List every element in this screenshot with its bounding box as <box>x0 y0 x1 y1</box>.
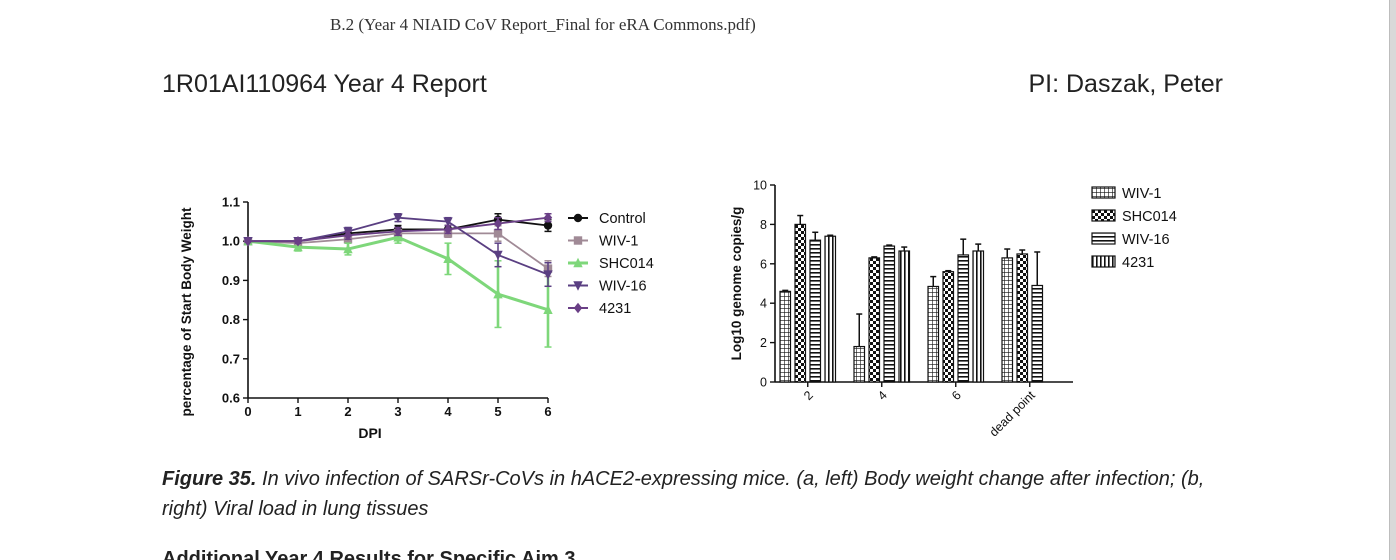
bar <box>972 250 985 383</box>
data-point <box>493 288 503 299</box>
y-tick-label: 1.0 <box>222 234 240 249</box>
y-tick-label: 0 <box>760 376 767 390</box>
x-tick-label: 2 <box>344 404 351 419</box>
bar <box>898 250 911 383</box>
x-tick-label: 6 <box>544 404 551 419</box>
scan-page-edge <box>1389 0 1396 560</box>
bar <box>1031 284 1044 383</box>
legend-label: SHC014 <box>1122 209 1177 225</box>
data-point <box>343 230 353 241</box>
x-tick-label: 4 <box>444 404 452 419</box>
bar <box>957 254 970 383</box>
legend-marker <box>573 257 583 268</box>
x-axis-title: DPI <box>358 425 381 441</box>
principal-investigator: PI: Daszak, Peter <box>1028 70 1223 98</box>
y-tick-label: 0.6 <box>222 391 240 406</box>
x-tick-label: 5 <box>494 404 501 419</box>
legend-marker <box>573 236 583 245</box>
bar <box>868 257 881 383</box>
legend-label: 4231 <box>1122 255 1154 271</box>
next-section-heading: Additional Year 4 Results for Specific A… <box>162 548 576 560</box>
bar <box>853 345 866 383</box>
data-point <box>543 212 553 223</box>
legend-label: WIV-16 <box>599 279 647 295</box>
y-tick-label: 4 <box>760 297 767 311</box>
x-tick-label: 3 <box>394 404 401 419</box>
y-tick-label: 1.1 <box>222 195 240 210</box>
y-axis-title: Log10 genome copies/g <box>729 207 744 361</box>
x-tick-label: 0 <box>244 404 251 419</box>
x-tick-label: 6 <box>949 388 964 403</box>
y-tick-label: 0.8 <box>222 312 240 327</box>
bar <box>1016 253 1029 383</box>
data-point <box>493 229 503 238</box>
data-point <box>393 232 403 242</box>
report-id: 1R01AI110964 Year 4 Report <box>162 70 487 98</box>
x-tick-label: 1 <box>294 404 301 419</box>
legend-label: WIV-1 <box>1122 186 1161 202</box>
figure-number: Figure 35. <box>162 468 257 490</box>
bar <box>779 290 792 383</box>
data-point <box>543 270 553 280</box>
x-tick-label: 4 <box>875 388 890 403</box>
legend-label: SHC014 <box>599 256 654 272</box>
data-point <box>343 243 353 254</box>
data-point <box>393 213 403 223</box>
bar <box>794 223 807 383</box>
bar-group-dead-point <box>1001 248 1044 383</box>
series-wiv-16 <box>243 213 553 288</box>
y-tick-label: 0.9 <box>222 273 240 288</box>
series-shc014 <box>243 230 553 348</box>
y-tick-label: 10 <box>753 179 767 193</box>
data-point <box>293 241 303 252</box>
bar <box>927 285 940 383</box>
y-tick-label: 2 <box>760 336 767 350</box>
legend-label: WIV-16 <box>1122 232 1170 248</box>
figure-caption: Figure 35. In vivo infection of SARSr-Co… <box>162 464 1242 524</box>
x-tick-label: 2 <box>801 388 816 403</box>
data-point <box>393 226 403 237</box>
data-point <box>443 253 453 264</box>
x-tick-label: dead point <box>987 388 1039 440</box>
bar <box>1001 257 1014 383</box>
legend-swatch <box>1091 255 1116 268</box>
bar-group-4 <box>853 244 911 383</box>
y-tick-label: 6 <box>760 257 767 271</box>
bar <box>942 271 955 383</box>
viral-load-chart: 0 2 4 6 8 10 Log10 genome copies/g 2 4 6 dead poin… <box>729 179 1177 440</box>
data-point <box>543 304 553 314</box>
y-axis-title: percentage of Start Body Weight <box>179 207 194 417</box>
pdf-filename-header: B.2 (Year 4 NIAID CoV Report_Final for e… <box>330 15 756 34</box>
y-tick-label: 8 <box>760 218 767 232</box>
bar <box>883 245 896 383</box>
series-line <box>247 235 549 312</box>
y-tick-label: 0.7 <box>222 351 240 366</box>
data-point <box>493 250 503 261</box>
body-weight-chart: 0.6 0.7 0.8 0.9 1.0 1.1 0 1 2 3 4 5 6 DPI percentage o… <box>179 195 654 442</box>
data-point <box>443 217 453 227</box>
data-point <box>293 236 303 247</box>
legend-marker <box>573 281 583 291</box>
legend-label: WIV-1 <box>599 234 638 250</box>
legend-marker <box>573 213 583 223</box>
legend-swatch <box>1091 186 1116 199</box>
bar-group-6 <box>927 238 985 383</box>
series-4231 <box>243 212 553 247</box>
legend-swatch <box>1091 232 1116 245</box>
legend-swatch <box>1091 209 1116 222</box>
legend-marker <box>573 302 583 314</box>
legend-label: Control <box>599 211 646 227</box>
data-point <box>543 221 553 230</box>
legend-label: 4231 <box>599 301 631 317</box>
bar <box>809 239 822 383</box>
bar <box>824 235 837 383</box>
figure-caption-text: In vivo infection of SARSr-CoVs in hACE2… <box>162 468 1205 520</box>
bar-group-2 <box>779 214 837 383</box>
